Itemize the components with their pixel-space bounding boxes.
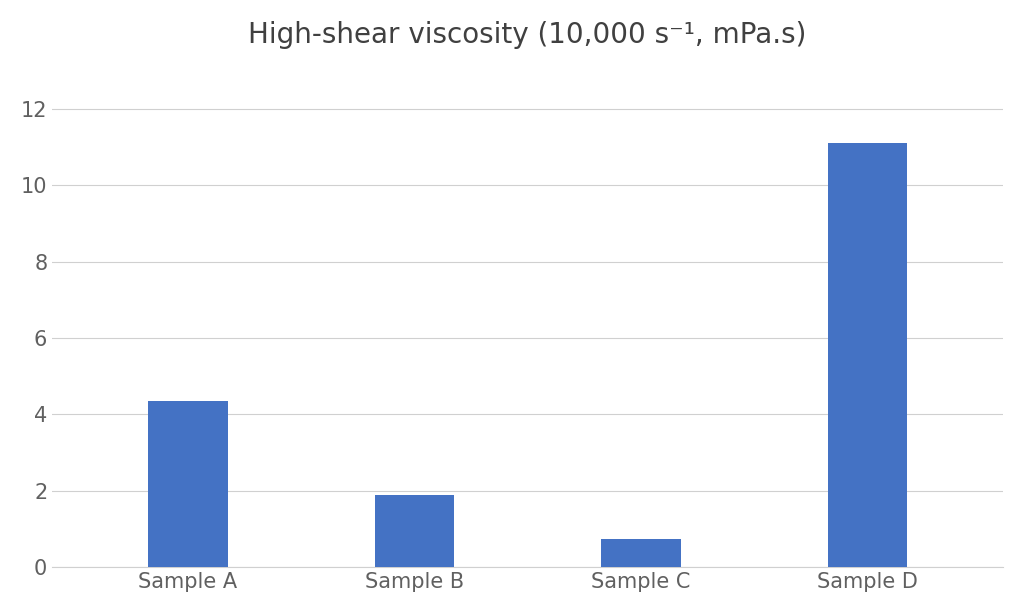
Bar <box>148 401 227 567</box>
Bar <box>827 143 907 567</box>
Bar <box>601 539 681 567</box>
Title: High-shear viscosity (10,000 s⁻¹, mPa.s): High-shear viscosity (10,000 s⁻¹, mPa.s) <box>249 21 807 49</box>
Bar <box>375 495 454 567</box>
